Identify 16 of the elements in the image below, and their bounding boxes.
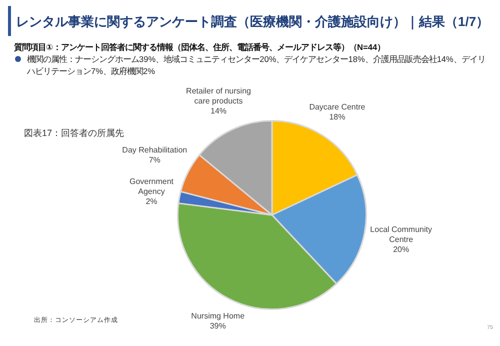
data-label: 18% — [329, 112, 346, 122]
data-label: 7% — [148, 155, 160, 164]
text: 図表17：回答者の所属先 — [24, 127, 124, 140]
slice-label: Retailer of nursing care products — [186, 86, 251, 106]
data-label: 14% — [210, 106, 227, 116]
slice-label: Daycare Centre — [309, 102, 366, 112]
data-label: 20% — [393, 244, 410, 254]
slice-label: Nursimg Home — [191, 311, 246, 320]
text: 機関の属性：ナーシングホーム39%、地域コミュニティセンター20%、デイケアセンター18%、介護用品販売会社14%、デイリハビリテーション7%、政府機関2% — [27, 53, 486, 77]
slice-label: Local Community Centre — [370, 224, 432, 244]
slice-label: Government Agency — [129, 177, 174, 196]
slice-label: Day Rehabilitation — [122, 145, 188, 154]
data-label: 2% — [146, 197, 158, 206]
chart-subtitle: 質問項目①：アンケート回答者に関する情報（団体名、住所、電話番号、メールアドレス等）（N=44） — [14, 42, 386, 53]
chart-title: レンタル事業に関するアンケート調査（医療機関・介護施設向け）｜結果（1/7） — [16, 13, 490, 31]
data-label: 39% — [210, 321, 226, 330]
